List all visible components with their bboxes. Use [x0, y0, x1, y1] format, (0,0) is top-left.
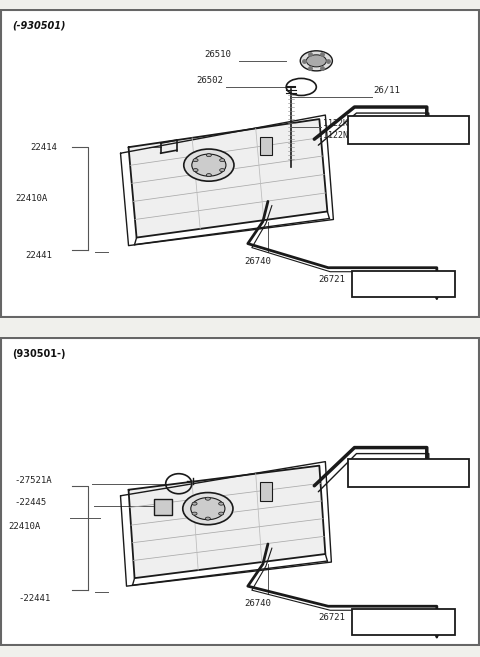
Ellipse shape	[192, 502, 197, 505]
Text: 1122NC: 1122NC	[324, 131, 353, 140]
Ellipse shape	[183, 493, 233, 525]
Text: HOSE-AIR INTAKE: HOSE-AIR INTAKE	[368, 468, 449, 477]
Text: 26721: 26721	[318, 275, 345, 284]
Text: 26510: 26510	[204, 50, 231, 59]
Text: 26721: 26721	[318, 613, 345, 622]
Text: 26740: 26740	[244, 599, 271, 608]
Text: 1122KA: 1122KA	[324, 119, 353, 127]
Ellipse shape	[220, 169, 225, 171]
Text: 26740: 26740	[244, 257, 271, 265]
Ellipse shape	[219, 502, 224, 505]
Polygon shape	[129, 119, 327, 238]
Ellipse shape	[300, 51, 332, 71]
Ellipse shape	[192, 512, 197, 515]
Text: 26/11: 26/11	[373, 86, 400, 95]
Text: 22410A: 22410A	[8, 522, 40, 531]
FancyBboxPatch shape	[348, 459, 469, 487]
Polygon shape	[129, 466, 325, 578]
Text: 22410A: 22410A	[15, 194, 48, 203]
Ellipse shape	[193, 158, 198, 162]
Text: 22414: 22414	[30, 143, 57, 152]
Text: -22441: -22441	[18, 594, 50, 602]
FancyBboxPatch shape	[154, 499, 172, 515]
Ellipse shape	[219, 512, 224, 515]
Text: -22445: -22445	[14, 498, 46, 507]
Text: HOSE-AIR INTAKE: HOSE-AIR INTAKE	[368, 125, 449, 135]
Ellipse shape	[192, 154, 226, 176]
Text: SURGE TANK: SURGE TANK	[377, 279, 431, 288]
Ellipse shape	[193, 169, 198, 171]
Ellipse shape	[205, 517, 210, 520]
Ellipse shape	[205, 497, 210, 500]
Bar	[260, 137, 272, 155]
FancyBboxPatch shape	[352, 271, 455, 297]
Ellipse shape	[191, 497, 225, 520]
Ellipse shape	[206, 154, 211, 156]
Text: SURGE TANK: SURGE TANK	[377, 618, 431, 627]
Text: 22441: 22441	[25, 251, 52, 260]
Text: (930501-): (930501-)	[12, 349, 66, 359]
Text: -27521A: -27521A	[14, 476, 52, 486]
FancyBboxPatch shape	[348, 116, 469, 144]
Ellipse shape	[220, 158, 225, 162]
Ellipse shape	[184, 149, 234, 181]
Text: (-930501): (-930501)	[12, 20, 66, 31]
Text: 26502: 26502	[196, 76, 223, 85]
Ellipse shape	[306, 55, 326, 67]
FancyBboxPatch shape	[352, 609, 455, 635]
Ellipse shape	[206, 173, 211, 177]
Bar	[260, 482, 272, 501]
